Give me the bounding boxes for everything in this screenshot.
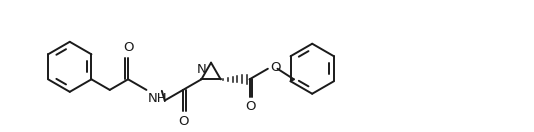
Text: O: O — [271, 61, 281, 74]
Text: N: N — [197, 63, 206, 76]
Text: O: O — [123, 41, 134, 54]
Text: O: O — [178, 115, 189, 128]
Text: O: O — [246, 100, 256, 114]
Text: NH: NH — [147, 92, 167, 105]
